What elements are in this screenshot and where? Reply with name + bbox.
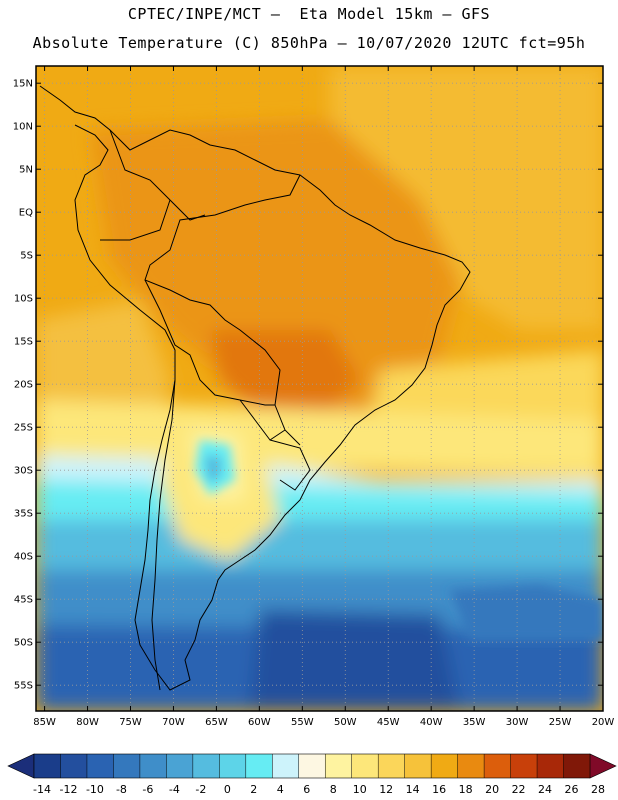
colorbar-label: 20 <box>485 783 499 796</box>
colorbar-label: 8 <box>330 783 337 796</box>
lat-label: 50S <box>14 638 33 649</box>
colorbar-under-arrow <box>7 753 35 779</box>
colorbar-swatch <box>192 754 220 778</box>
lat-label: 55S <box>14 681 33 692</box>
colorbar-swatch <box>378 754 405 778</box>
colorbar-label: 18 <box>459 783 473 796</box>
colorbar-label: 10 <box>353 783 367 796</box>
colorbar-label: -8 <box>116 783 127 796</box>
colorbar-label: -6 <box>142 783 153 796</box>
lat-label: 40S <box>14 552 33 563</box>
colorbar-swatch <box>563 754 591 778</box>
temperature-colorbar: -14 -12 -10 -8 -6 -4 -2 0 2 4 6 8 10 12 14 16 18 20 22 24 26… <box>7 753 617 796</box>
argentina-chile-border <box>151 379 176 691</box>
colorbar-label: 6 <box>303 783 310 796</box>
colorbar-label: 28 <box>591 783 605 796</box>
lat-label: 5S <box>20 251 33 262</box>
colorbar-label: -4 <box>169 783 180 796</box>
colorbar-label: 0 <box>224 783 231 796</box>
lon-label: 50W <box>334 717 357 728</box>
colorbar-label: 16 <box>432 783 446 796</box>
lon-label: 75W <box>119 717 142 728</box>
latitude-labels: 15N 10N 5N EQ 5S 10S 15S 20S 25S 30S 35S 40S 45S 50S 5… <box>13 79 33 692</box>
lat-label: 5N <box>19 165 33 176</box>
lon-label: 60W <box>248 717 271 728</box>
map-grid <box>36 66 603 711</box>
lat-label: 35S <box>14 509 33 520</box>
colorbar-swatch <box>219 754 247 778</box>
south-america-coastline <box>39 85 471 691</box>
map-title-line-1: CPTEC/INPE/MCT – Eta Model 15km – GFS <box>127 5 491 23</box>
colorbar-swatch <box>298 754 326 778</box>
longitude-labels: 85W 80W 75W 70W 65W 60W 55W 50W 45W 40W 35W 30W 25W 2… <box>33 717 614 728</box>
lat-label: 15N <box>13 79 33 90</box>
colorbar-label: -14 <box>33 783 51 796</box>
axis-ticks <box>36 66 604 711</box>
colorbar-swatch <box>272 754 300 778</box>
colorbar-outline <box>33 753 591 779</box>
lat-label: 15S <box>14 337 33 348</box>
colorbar-swatch <box>404 754 432 778</box>
lon-label: 45W <box>377 717 400 728</box>
colorbar-swatch <box>166 754 194 778</box>
peru-bolivia-border <box>144 279 275 406</box>
lat-label: EQ <box>19 208 33 219</box>
lat-label: 20S <box>14 380 33 391</box>
colorbar-label: -2 <box>195 783 206 796</box>
colorbar-label: 2 <box>250 783 257 796</box>
colorbar-swatch <box>510 754 538 778</box>
lon-label: 85W <box>33 717 56 728</box>
uruguay-paraguay-borders <box>239 399 311 491</box>
colorbar-swatch <box>537 754 564 778</box>
colorbar-swatch <box>139 754 167 778</box>
lat-label: 10N <box>13 122 33 133</box>
colorbar-swatch <box>113 754 141 778</box>
lon-label: 65W <box>205 717 228 728</box>
colorbar-label: -12 <box>59 783 77 796</box>
colorbar-swatch <box>325 754 353 778</box>
lon-label: 30W <box>506 717 529 728</box>
brazil-border <box>144 174 301 446</box>
colorbar-label: 22 <box>512 783 526 796</box>
colorbar-label: 12 <box>379 783 393 796</box>
lat-label: 25S <box>14 423 33 434</box>
colorbar-label: 14 <box>406 783 420 796</box>
colorbar-label: 24 <box>538 783 552 796</box>
colorbar-swatch <box>60 754 88 778</box>
colorbar-label: 4 <box>277 783 284 796</box>
temperature-field <box>36 66 603 711</box>
colorbar-label: -10 <box>86 783 104 796</box>
colorbar-swatch <box>484 754 511 778</box>
colorbar-swatch <box>431 754 458 778</box>
colorbar-over-arrow <box>589 753 617 779</box>
lon-label: 35W <box>463 717 486 728</box>
lon-label: 70W <box>162 717 185 728</box>
colorbar-swatch <box>351 754 379 778</box>
lon-label: 80W <box>76 717 99 728</box>
colorbar-swatch <box>245 754 273 778</box>
lat-label: 10S <box>14 294 33 305</box>
map-frame <box>35 65 604 712</box>
lon-label: 40W <box>420 717 443 728</box>
colorbar-swatch <box>34 754 61 778</box>
colorbar-swatch <box>457 754 485 778</box>
lon-label: 20W <box>592 717 615 728</box>
coastlines-borders <box>39 85 471 691</box>
colorbar-label: 26 <box>565 783 579 796</box>
lat-label: 45S <box>14 595 33 606</box>
map-title-line-2: Absolute Temperature (C) 850hPa – 10/07/… <box>32 34 586 52</box>
lon-label: 55W <box>291 717 314 728</box>
colombia-venezuela-border <box>100 129 206 241</box>
lat-label: 30S <box>14 466 33 477</box>
lon-label: 25W <box>549 717 572 728</box>
colorbar-swatch <box>86 754 114 778</box>
